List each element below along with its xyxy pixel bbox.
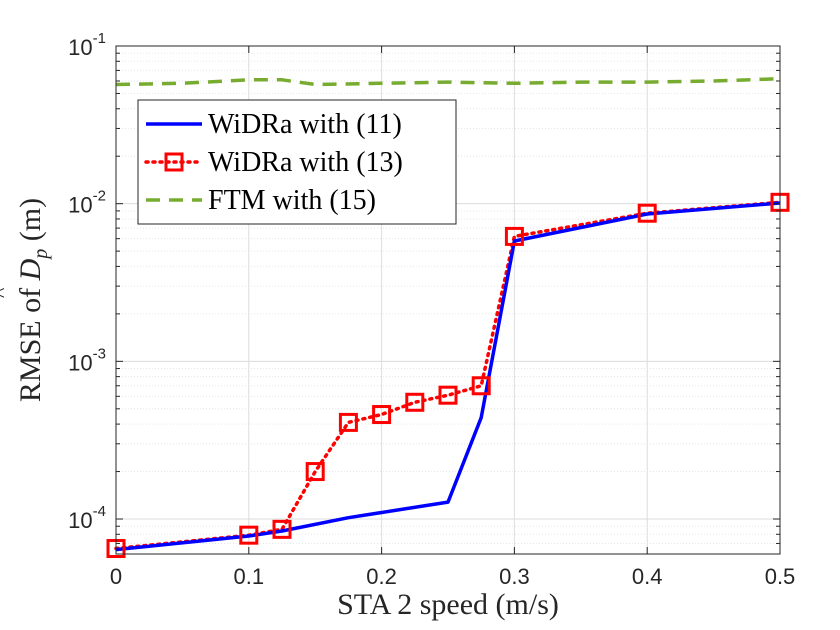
x-tick-label: 0.4	[632, 564, 663, 589]
x-axis-label: STA 2 speed (m/s)	[337, 588, 559, 621]
y-tick-label: 10-1	[68, 30, 106, 60]
data-point-marker	[471, 376, 491, 396]
series-line-widra-with-11-	[115, 201, 781, 552]
y-axis-label-text: RMSE of Dp (m)	[14, 198, 52, 402]
legend-label: WiDRa with (13)	[208, 147, 403, 178]
y-axis-label-subscript: p	[30, 249, 52, 261]
y-tick-label: 10-4	[68, 503, 106, 533]
y-axis-ticks: 10-4 10-3 10-2 10-1	[68, 30, 780, 555]
x-tick-label: 0.3	[499, 564, 530, 589]
x-tick-label: 0.5	[765, 564, 796, 589]
x-axis-ticks: 0 0.1 0.2 0.3 0.4 0.5	[110, 46, 795, 589]
x-tick-label: 0	[110, 564, 122, 589]
data-point-marker	[405, 392, 425, 412]
data-point-marker	[305, 462, 325, 482]
x-tick-label: 0.1	[234, 564, 265, 589]
y-tick-label: 10-3	[68, 345, 106, 375]
data-point-marker	[637, 203, 657, 223]
axes-box	[115, 45, 781, 555]
legend-label: FTM with (15)	[208, 185, 376, 216]
legend-label: WiDRa with (11)	[208, 109, 402, 140]
data-point-marker	[338, 412, 358, 432]
y-axis-label-symbol: D	[14, 258, 47, 281]
series-layer	[106, 76, 790, 559]
y-axis-label-unit: (m)	[14, 198, 47, 249]
legend-marker-square	[164, 152, 184, 172]
data-point-marker	[372, 405, 392, 425]
x-tick-label: 0.2	[366, 564, 397, 589]
data-point-marker	[438, 385, 458, 405]
data-point-marker	[272, 519, 292, 539]
data-point-marker	[239, 525, 259, 545]
series-line-ftm-with-15-	[115, 76, 781, 87]
y-axis-label: RMSE of Dp (m) ^	[0, 198, 52, 402]
y-tick-label: 10-2	[68, 188, 106, 218]
data-point-marker	[504, 226, 524, 246]
hat-accent-icon: ^	[0, 287, 13, 298]
legend: WiDRa with (11) WiDRa with (13) FTM with (…	[137, 99, 457, 225]
y-axis-label-prefix: RMSE of	[14, 280, 47, 402]
